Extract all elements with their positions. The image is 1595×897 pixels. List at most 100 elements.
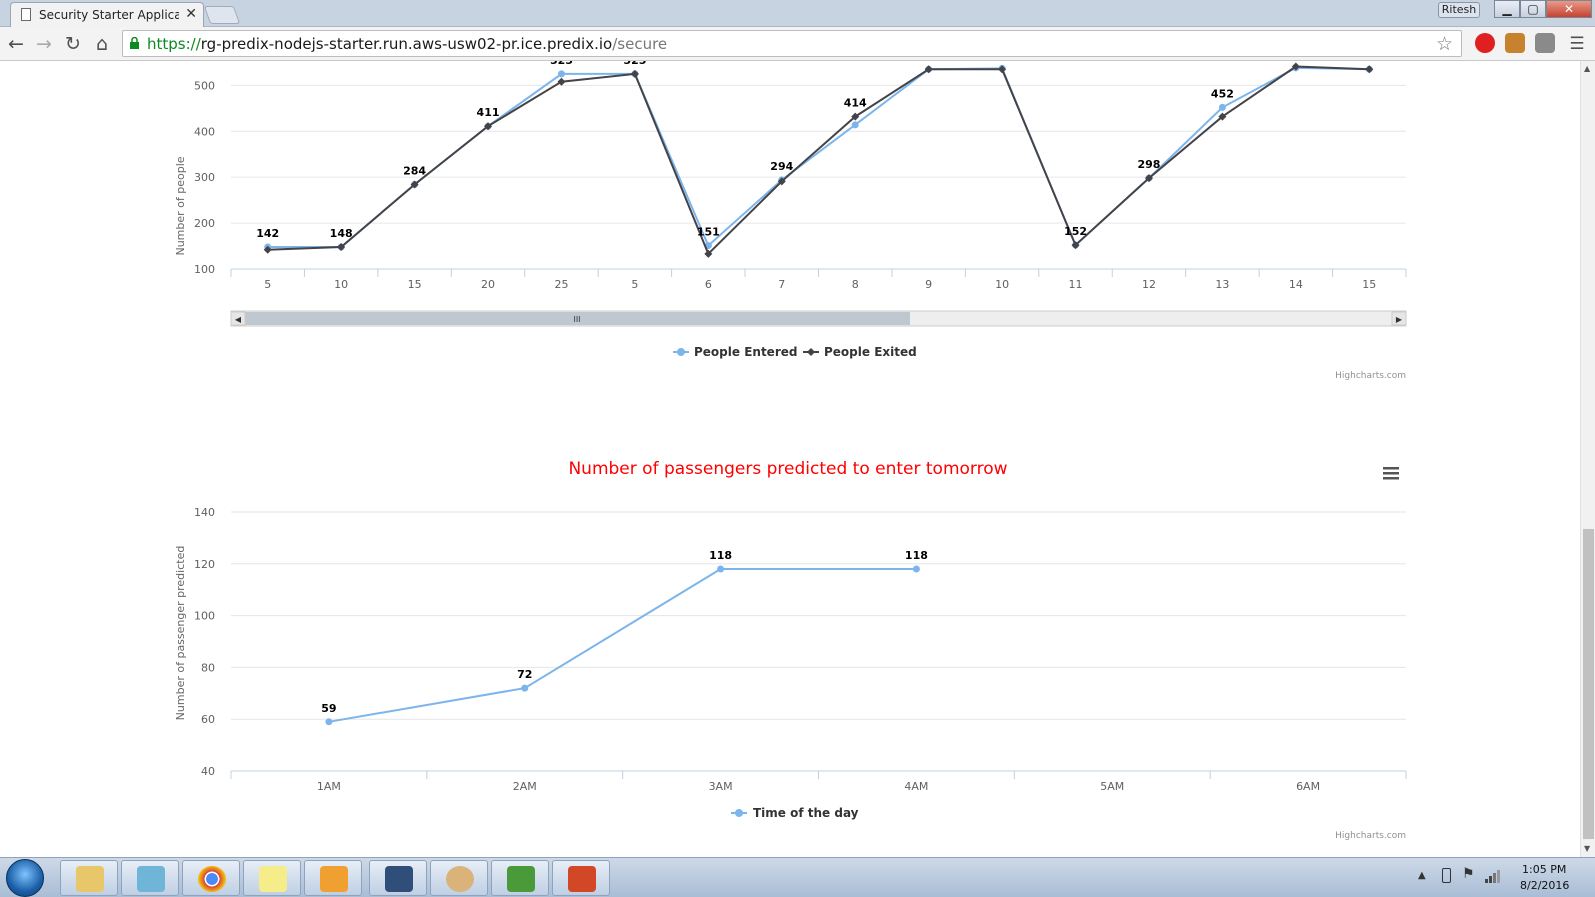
- taskbar-item-sticky-notes[interactable]: [243, 860, 301, 896]
- minimize-button[interactable]: ▁: [1494, 0, 1520, 18]
- scrollbar-left-button[interactable]: [230, 311, 246, 326]
- notepad-icon: [137, 866, 165, 892]
- data-label: 452: [1211, 87, 1234, 100]
- data-label: 142: [256, 227, 279, 240]
- back-arrow-icon[interactable]: ←: [8, 33, 24, 55]
- legend-item-people-exited[interactable]: People Exited: [803, 345, 917, 359]
- legend-label: People Entered: [694, 345, 797, 359]
- scrollbar-right-button[interactable]: [1391, 311, 1407, 326]
- data-label: 284: [403, 165, 426, 178]
- menu-icon[interactable]: ☰: [1569, 34, 1585, 54]
- extension-icon[interactable]: [1535, 33, 1555, 53]
- scroll-left-arrow-icon: ◀: [235, 315, 242, 324]
- x-tick-label: 15: [408, 278, 422, 291]
- data-point: [704, 249, 713, 258]
- taskbar-item-chrome[interactable]: [182, 860, 240, 896]
- bookmark-star-icon[interactable]: ☆: [1435, 33, 1453, 55]
- file-explorer-icon: [76, 866, 104, 892]
- x-tick-label: 13: [1215, 278, 1229, 291]
- new-tab-button[interactable]: [203, 6, 241, 24]
- data-point: [924, 65, 933, 74]
- home-icon[interactable]: ⌂: [95, 33, 109, 55]
- taskbar-item-powerpoint[interactable]: [552, 860, 610, 896]
- maximize-button[interactable]: ▢: [1520, 0, 1546, 18]
- taskbar-item-explorer[interactable]: [60, 860, 118, 896]
- clock-date[interactable]: 8/2/2016: [1520, 879, 1570, 892]
- show-hidden-icons-icon[interactable]: ▲: [1418, 870, 1426, 881]
- y-tick-label: 300: [194, 171, 215, 184]
- x-tick-label: 5: [631, 278, 638, 291]
- chart-context-menu-icon[interactable]: [1380, 464, 1402, 482]
- chart-credits[interactable]: Highcharts.com: [1335, 371, 1406, 381]
- network-signal-icon[interactable]: [1484, 868, 1500, 884]
- chrome-icon: [198, 866, 226, 892]
- extension-icon[interactable]: [1505, 33, 1525, 53]
- windows-taskbar: ▲ ⚑ 1:05 PM 8/2/2016: [0, 857, 1595, 897]
- x-tick-label: 15: [1362, 278, 1376, 291]
- page-scrollbar[interactable]: ▲ ▼: [1580, 61, 1595, 857]
- reload-icon[interactable]: ↻: [65, 33, 81, 55]
- data-label: 152: [1064, 225, 1087, 238]
- y-tick-label: 100: [194, 610, 215, 623]
- tab-title: Security Starter Applicatio: [39, 8, 179, 22]
- x-tick-label: 4AM: [904, 780, 928, 793]
- paint-icon: [446, 866, 474, 892]
- chart-scrollbar-thumb[interactable]: [245, 312, 910, 325]
- x-tick-label: 1AM: [317, 780, 341, 793]
- scroll-up-arrow-icon[interactable]: ▲: [1584, 64, 1591, 73]
- data-label: 294: [770, 160, 793, 173]
- legend-label: People Exited: [824, 345, 917, 359]
- data-label: 59: [321, 702, 336, 715]
- x-tick-label: 2AM: [513, 780, 537, 793]
- data-label: 118: [905, 549, 928, 562]
- data-point: [263, 245, 272, 254]
- battery-icon[interactable]: [1442, 868, 1451, 883]
- data-point: [1291, 62, 1300, 71]
- profile-badge[interactable]: Ritesh: [1438, 2, 1480, 18]
- legend-item-time-of-day[interactable]: Time of the day: [731, 806, 859, 820]
- y-tick-label: 400: [194, 125, 215, 138]
- x-tick-label: 8: [852, 278, 859, 291]
- x-tick-label: 6: [705, 278, 712, 291]
- page-scrollbar-thumb[interactable]: [1583, 529, 1594, 839]
- y-axis-title: Number of people: [174, 156, 187, 255]
- data-point: [557, 77, 566, 86]
- opera-icon[interactable]: [1475, 33, 1495, 53]
- legend-item-people-entered[interactable]: People Entered: [673, 345, 797, 359]
- prediction-chart: Number of passengers predicted to enter …: [174, 459, 1407, 841]
- clock-time[interactable]: 1:05 PM: [1522, 863, 1567, 876]
- browser-tab[interactable]: Security Starter Applicatio ✕: [10, 2, 204, 27]
- taskbar-item-notepad[interactable]: [121, 860, 179, 896]
- x-tick-label: 6AM: [1296, 780, 1320, 793]
- data-point: [998, 65, 1007, 74]
- series-line: [328, 568, 917, 723]
- data-point: [1218, 103, 1226, 111]
- tab-close-icon[interactable]: ✕: [185, 6, 197, 22]
- data-label: 298: [1137, 158, 1160, 171]
- x-tick-label: 10: [995, 278, 1009, 291]
- x-tick-label: 5: [264, 278, 271, 291]
- scroll-down-arrow-icon[interactable]: ▼: [1584, 844, 1591, 853]
- x-tick-label: 5AM: [1100, 780, 1124, 793]
- chart-credits[interactable]: Highcharts.com: [1335, 831, 1406, 841]
- taskbar-item-paint[interactable]: [430, 860, 488, 896]
- data-point: [912, 565, 920, 573]
- address-bar[interactable]: https://rg-predix-nodejs-starter.run.aws…: [122, 30, 1462, 57]
- series-line: [267, 65, 1370, 256]
- forward-arrow-icon[interactable]: →: [36, 33, 52, 55]
- data-point: [521, 684, 529, 692]
- data-label: 525: [623, 61, 646, 67]
- taskbar-item-outlook[interactable]: [304, 860, 362, 896]
- start-button[interactable]: [6, 859, 44, 897]
- action-center-flag-icon[interactable]: ⚑: [1462, 866, 1475, 882]
- data-point: [630, 69, 639, 78]
- close-window-button[interactable]: ✕: [1546, 0, 1592, 18]
- y-tick-label: 60: [201, 713, 215, 726]
- x-tick-label: 12: [1142, 278, 1156, 291]
- taskbar-item-virtualbox[interactable]: [369, 860, 427, 896]
- system-tray: ▲ ⚑: [1410, 862, 1590, 894]
- x-tick-label: 7: [778, 278, 785, 291]
- scrollbar-grip: III: [573, 315, 580, 324]
- x-tick-label: 25: [554, 278, 568, 291]
- taskbar-item-project[interactable]: [491, 860, 549, 896]
